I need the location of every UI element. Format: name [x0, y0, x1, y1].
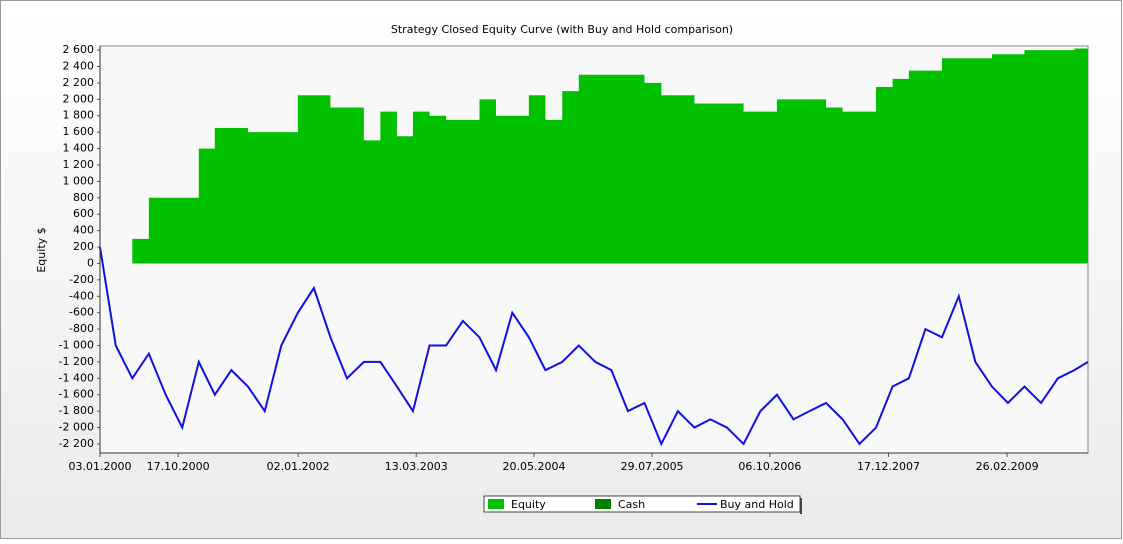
legend-label: Cash: [618, 498, 645, 511]
y-tick-label: -2 000: [59, 421, 94, 434]
y-axis-label: Equity $: [35, 227, 48, 272]
y-tick-label: -1 800: [59, 404, 94, 417]
y-tick-label: -1 400: [59, 371, 94, 384]
x-tick-label: 13.03.2003: [385, 460, 448, 473]
y-tick-label: 1 200: [63, 158, 95, 171]
y-tick-label: -2 200: [59, 437, 94, 450]
y-tick-label: 0: [87, 256, 94, 269]
y-tick-label: 2 600: [63, 43, 95, 56]
x-tick-label: 26.02.2009: [976, 460, 1039, 473]
y-tick-label: 1 600: [63, 125, 95, 138]
legend-swatch: [595, 499, 611, 509]
y-tick-label: 1 400: [63, 142, 95, 155]
y-tick-label: 600: [73, 207, 94, 220]
x-tick-label: 02.01.2002: [267, 460, 330, 473]
y-tick-label: -400: [69, 289, 94, 302]
legend: Equity Cash Buy and Hold: [483, 495, 802, 514]
legend-shadow: [800, 498, 802, 514]
x-tick-label: 20.05.2004: [503, 460, 566, 473]
legend-swatch: [488, 499, 504, 509]
y-tick-label: -800: [69, 322, 94, 335]
legend-label: Equity: [511, 498, 546, 511]
equity-area: [100, 48, 1088, 264]
y-tick-label: 800: [73, 191, 94, 204]
y-tick-label: 2 000: [63, 92, 95, 105]
x-tick-label: 17.12.2007: [857, 460, 920, 473]
x-tick-label: 17.10.2000: [147, 460, 210, 473]
y-tick-label: -200: [69, 273, 94, 286]
chart-title: Strategy Closed Equity Curve (with Buy a…: [391, 23, 733, 36]
y-tick-label: -1 000: [59, 339, 94, 352]
y-tick-label: -1 600: [59, 388, 94, 401]
legend-label: Buy and Hold: [720, 498, 794, 511]
y-tick-label: 400: [73, 224, 94, 237]
x-tick-label: 29.07.2005: [621, 460, 684, 473]
y-tick-label: -1 200: [59, 355, 94, 368]
line: [99, 246, 1089, 447]
y-tick-label: 200: [73, 240, 94, 253]
y-tick-label: 1 800: [63, 109, 95, 122]
y-tick-label: 2 400: [63, 60, 95, 73]
y-tick-label: 1 000: [63, 174, 95, 187]
y-tick-label: 2 200: [63, 76, 95, 89]
x-tick-label: 03.01.2000: [69, 460, 132, 473]
y-tick-label: -600: [69, 306, 94, 319]
x-tick-label: 06.10.2006: [738, 460, 801, 473]
